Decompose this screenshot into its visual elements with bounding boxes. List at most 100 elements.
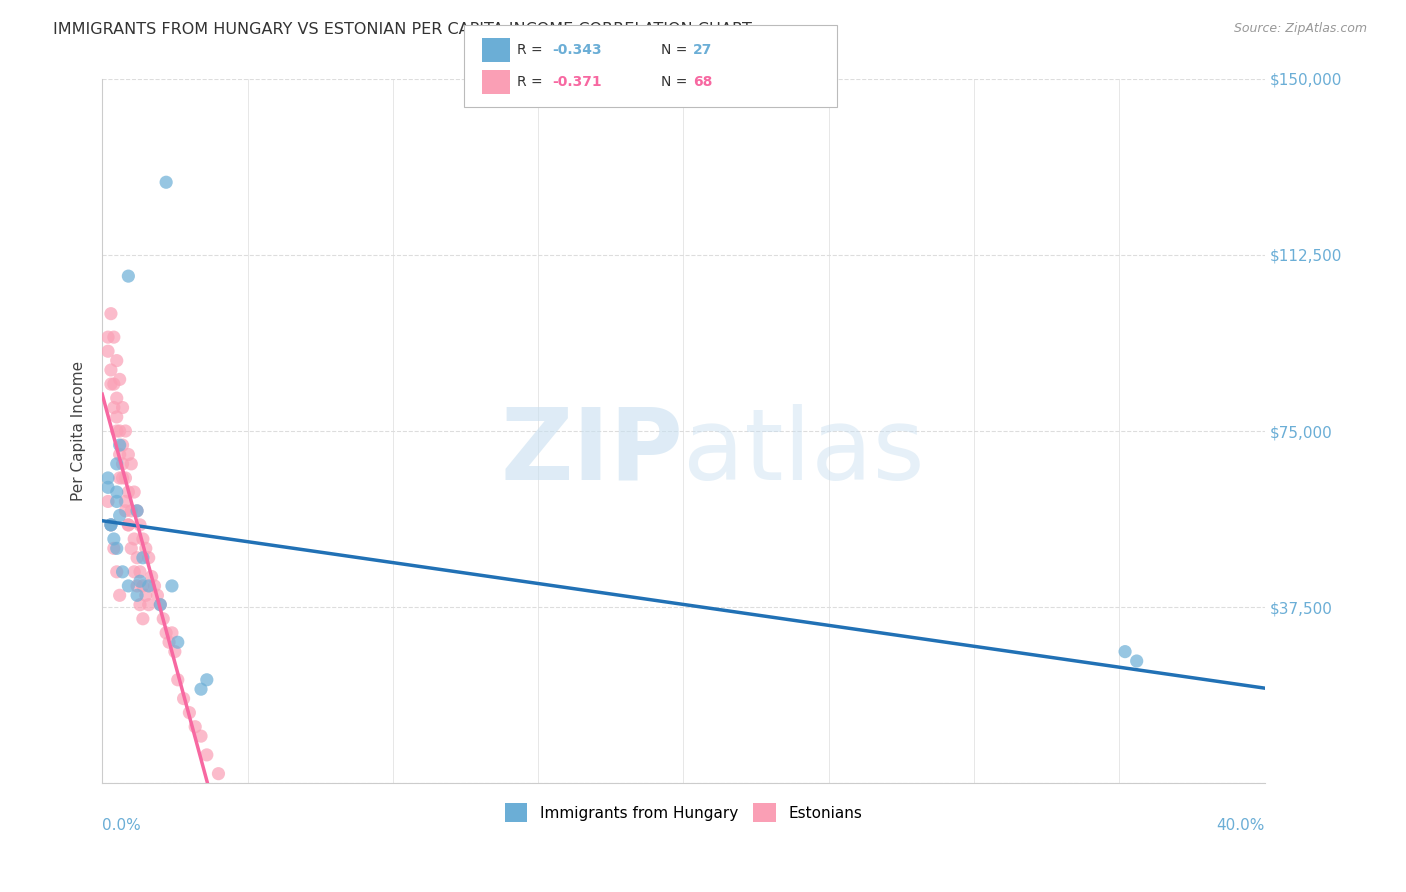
Text: R =: R = [517, 43, 547, 57]
Point [152, 612, 174, 626]
Text: -0.343: -0.343 [553, 43, 602, 57]
Point [149, 598, 172, 612]
Point [117, 579, 139, 593]
Point [1114, 645, 1136, 659]
Point [166, 673, 188, 687]
Point [105, 424, 128, 438]
Legend: Immigrants from Hungary, Estonians: Immigrants from Hungary, Estonians [499, 797, 869, 829]
Point [122, 565, 145, 579]
Point [100, 517, 122, 532]
Text: N =: N = [661, 75, 692, 89]
Point [138, 598, 160, 612]
Point [122, 485, 145, 500]
Point [108, 508, 131, 523]
Point [111, 471, 134, 485]
Point [195, 747, 218, 762]
Point [184, 720, 207, 734]
Text: IMMIGRANTS FROM HUNGARY VS ESTONIAN PER CAPITA INCOME CORRELATION CHART: IMMIGRANTS FROM HUNGARY VS ESTONIAN PER … [53, 22, 752, 37]
Point [129, 574, 152, 589]
Point [122, 532, 145, 546]
Point [207, 766, 229, 780]
Point [125, 588, 148, 602]
Point [117, 517, 139, 532]
Point [125, 550, 148, 565]
Point [108, 438, 131, 452]
Point [97, 330, 120, 344]
Point [195, 673, 218, 687]
Point [179, 706, 201, 720]
Point [114, 504, 136, 518]
Point [166, 635, 188, 649]
Point [105, 565, 128, 579]
Text: Source: ZipAtlas.com: Source: ZipAtlas.com [1233, 22, 1367, 36]
Point [105, 541, 128, 556]
Point [100, 517, 122, 532]
Point [105, 485, 128, 500]
Point [97, 480, 120, 494]
Point [103, 377, 125, 392]
Point [160, 625, 183, 640]
Text: 68: 68 [693, 75, 713, 89]
Point [100, 517, 122, 532]
Point [143, 579, 166, 593]
Point [114, 471, 136, 485]
Point [120, 541, 142, 556]
Point [173, 691, 195, 706]
Point [125, 504, 148, 518]
Point [155, 175, 177, 189]
Point [1125, 654, 1147, 668]
Point [103, 541, 125, 556]
Point [138, 550, 160, 565]
Point [155, 625, 177, 640]
Point [163, 645, 186, 659]
Point [108, 424, 131, 438]
Point [132, 532, 155, 546]
Point [105, 409, 128, 424]
Point [125, 579, 148, 593]
Point [132, 612, 155, 626]
Point [114, 424, 136, 438]
Point [108, 372, 131, 386]
Point [103, 532, 125, 546]
Point [100, 363, 122, 377]
Point [103, 401, 125, 415]
Point [125, 504, 148, 518]
Y-axis label: Per Capita Income: Per Capita Income [72, 361, 86, 501]
Point [105, 391, 128, 405]
Text: 40.0%: 40.0% [1216, 818, 1264, 833]
Point [97, 494, 120, 508]
Point [129, 598, 152, 612]
Point [160, 579, 183, 593]
Text: 0.0%: 0.0% [103, 818, 141, 833]
Point [129, 565, 152, 579]
Point [117, 485, 139, 500]
Point [111, 401, 134, 415]
Point [111, 565, 134, 579]
Point [120, 504, 142, 518]
Point [135, 588, 157, 602]
Text: -0.371: -0.371 [553, 75, 602, 89]
Point [120, 457, 142, 471]
Point [117, 269, 139, 284]
Point [108, 448, 131, 462]
Point [117, 517, 139, 532]
Point [111, 438, 134, 452]
Point [100, 377, 122, 392]
Point [190, 729, 212, 743]
Point [105, 494, 128, 508]
Point [138, 579, 160, 593]
Point [108, 471, 131, 485]
Point [149, 598, 172, 612]
Point [146, 588, 169, 602]
Point [129, 517, 152, 532]
Point [114, 494, 136, 508]
Point [135, 541, 157, 556]
Point [157, 635, 180, 649]
Point [190, 682, 212, 697]
Point [105, 353, 128, 368]
Text: atlas: atlas [683, 404, 925, 500]
Point [108, 588, 131, 602]
Point [103, 330, 125, 344]
Point [105, 457, 128, 471]
Point [100, 307, 122, 321]
